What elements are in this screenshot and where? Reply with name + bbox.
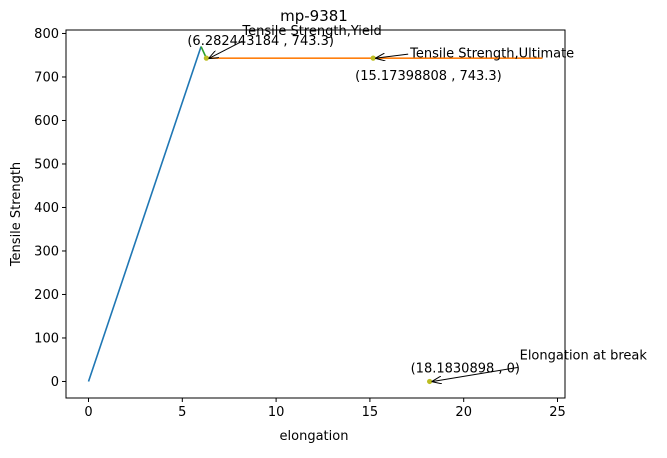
point-coordinate-label: (6.282443184 , 743.3) xyxy=(187,34,334,49)
point-name-label: Tensile Strength,Yield xyxy=(241,24,381,39)
x-tick-label: 10 xyxy=(268,405,285,420)
series-layer xyxy=(87,46,543,382)
y-tick-label: 0 xyxy=(51,375,59,390)
y-axis: 0 100 200 300 400 500 600 700 800 xyxy=(34,27,66,390)
annotated-point xyxy=(203,55,209,61)
x-tick-label: 0 xyxy=(84,405,92,420)
y-tick-label: 800 xyxy=(34,27,59,42)
x-tick-label: 25 xyxy=(549,405,566,420)
x-axis: 0 5 10 15 20 25 xyxy=(84,398,566,420)
y-tick-label: 500 xyxy=(34,157,59,172)
y-tick-label: 100 xyxy=(34,331,59,346)
annotation-arrow xyxy=(433,366,518,381)
y-tick-label: 200 xyxy=(34,288,59,303)
x-tick-label: 15 xyxy=(362,405,379,420)
annotated-point xyxy=(370,55,376,61)
x-tick-label: 20 xyxy=(455,405,472,420)
annotation-layer: (6.282443184 , 743.3)Tensile Strength,Yi… xyxy=(187,24,647,384)
y-tick-label: 400 xyxy=(34,201,59,216)
point-name-label: Elongation at break xyxy=(520,348,648,363)
y-tick-label: 700 xyxy=(34,70,59,85)
y-tick-label: 600 xyxy=(34,114,59,129)
chart-title: mp-9381 xyxy=(280,7,348,25)
y-axis-title: Tensile Strength xyxy=(9,162,24,267)
x-tick-label: 5 xyxy=(178,405,186,420)
series-line-0 xyxy=(87,46,202,382)
x-axis-title: elongation xyxy=(280,429,349,444)
plot-frame xyxy=(65,29,566,399)
annotation-arrow xyxy=(209,40,243,58)
point-coordinate-label: (15.17398808 , 743.3) xyxy=(355,69,502,84)
point-name-label: Tensile Strength,Ultimate xyxy=(409,47,574,62)
point-coordinate-label: (18.1830898 , 0) xyxy=(411,361,520,376)
annotation-arrow xyxy=(376,54,409,58)
annotated-point xyxy=(427,378,433,385)
y-tick-label: 300 xyxy=(34,244,59,259)
